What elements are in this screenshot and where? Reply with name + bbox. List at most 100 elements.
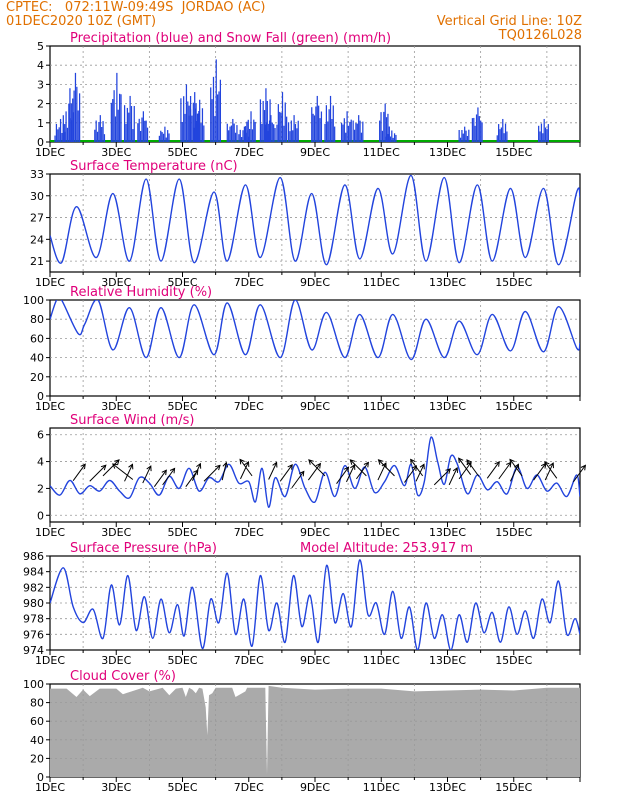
panel-5-xtick-label: 7DEC: [234, 654, 264, 667]
panel-1-precip-bar: [468, 129, 470, 142]
panel-1-precip-bar: [315, 106, 317, 142]
panel-1-precip-bar: [234, 132, 237, 142]
panel-3-xtick-label: 13DEC: [429, 400, 466, 413]
panel-5-xtick-label: 1DEC: [35, 654, 65, 667]
panel-5-ytick-label: 974: [23, 644, 44, 657]
panel-1-ytick-label: 0: [37, 136, 44, 149]
panel-1-precip-bar: [261, 123, 263, 142]
panel-1-precip-bar: [167, 130, 169, 142]
panel-1-precip-bar: [471, 118, 474, 142]
panel-1-precip-bar: [332, 105, 334, 142]
panel-1-precip-bar: [385, 136, 387, 142]
panel-1-precip-bar: [55, 124, 58, 142]
panel-1-precip-bar: [324, 123, 326, 142]
panel-1-precip-bar: [65, 111, 67, 142]
panel-1-precip-bar: [228, 130, 230, 142]
panel-4-xtick-label: 3DEC: [101, 526, 131, 539]
panel-4-wind-arrow: [268, 462, 278, 480]
panel-1-precip-bar: [500, 127, 503, 142]
panel-4-wind-arrow: [153, 469, 167, 487]
panel-1-precip-bar: [478, 116, 480, 142]
panel-1-precip-bar: [58, 127, 60, 142]
panel-2-xtick-label: 15DEC: [495, 276, 532, 289]
panel-1-precip-bar: [268, 120, 271, 142]
panel-1-precip-bar: [232, 118, 234, 142]
panel-1-precip-bar: [210, 87, 212, 142]
panel-1-precip-bar: [334, 126, 336, 142]
panel-4-wind-arrow-head: [308, 459, 314, 465]
panel-1-precip-bar: [243, 126, 246, 142]
panel-4-wind-arrow-head: [350, 463, 356, 470]
panel-1-precip-bar: [219, 79, 222, 142]
panel-4-wind-arrow-head: [410, 458, 416, 465]
panel-1-precip-bar: [461, 130, 463, 142]
panel-1-precip-bar: [331, 119, 333, 142]
panel-1-ytick-label: 1: [37, 117, 44, 130]
panel-1-precip-bar: [340, 122, 343, 142]
panel-4-wind-arrow: [291, 471, 305, 489]
panel-1-precip-bar: [289, 131, 291, 142]
panel-1-precip-bar: [474, 125, 476, 142]
panel-1-precip-bar: [271, 122, 273, 142]
panel-1-precip-bar: [388, 134, 390, 142]
panel-1-precip-bar: [499, 129, 501, 142]
panel-4-wind-arrow: [544, 462, 554, 481]
panel-1-precip-bar: [145, 120, 147, 142]
panel-2-ytick-label: 30: [30, 190, 44, 203]
panel-1-precip-bar: [95, 120, 97, 142]
panel-1-precip-bar: [242, 130, 244, 142]
panel-1-precip-bar: [125, 123, 127, 142]
panel-1-precip-bar: [281, 92, 284, 142]
header-line1-left: CPTEC: 072:11W-09:49S JORDAO (AC): [6, 0, 266, 15]
panel-4-wind-arrow: [533, 463, 547, 481]
panel-1-precip-bar: [196, 120, 198, 142]
panel-3-title: Relative Humidity (%): [70, 285, 212, 300]
panel-2-ytick-label: 24: [30, 233, 44, 246]
panel-1-xtick-label: 9DEC: [300, 146, 330, 159]
panel-2-ytick-label: 33: [30, 168, 44, 181]
panel-1-precip-bar: [158, 135, 161, 142]
panel-6-ytick-label: 20: [30, 752, 44, 765]
panel-4-wind-arrow-head: [100, 464, 107, 471]
panel-1-precip-bar: [215, 59, 217, 142]
panel-4-wind-arrow: [544, 461, 558, 479]
panel-4-wind-arrow: [404, 465, 417, 483]
panel-3-ytick-label: 60: [30, 332, 44, 345]
panel-1-precip-bar: [74, 72, 77, 142]
panel-1-precip-bar: [120, 94, 122, 142]
panel-1-precip-bar: [211, 99, 213, 142]
panel-2-xtick-label: 13DEC: [429, 276, 466, 289]
panel-1-precip-bar: [189, 109, 192, 142]
panel-1-precip-bar: [236, 125, 238, 142]
panel-1-title: Precipitation (blue) and Snow Fall (gree…: [70, 31, 391, 46]
panel-1-precip-bar: [273, 124, 275, 142]
panel-4-wind-arrow-head: [244, 460, 250, 467]
panel-1-precip-bar: [393, 133, 396, 142]
panel-3-xtick-label: 3DEC: [101, 400, 131, 413]
panel-1-precip-bar: [62, 115, 64, 142]
panel-1-precip-bar: [203, 125, 205, 142]
panel-4-wind-arrow: [572, 465, 586, 483]
panel-4-ytick-label: 6: [37, 429, 44, 442]
panel-4-wind-arrow-head: [343, 466, 350, 473]
panel-1-precip-bar: [218, 91, 220, 142]
panel-3-xtick-label: 1DEC: [35, 400, 65, 413]
panel-4-wind-arrow-head: [111, 463, 118, 469]
panel-1-precip-bar: [244, 126, 247, 142]
panel-4-xtick-label: 5DEC: [167, 526, 197, 539]
panel-6-ytick-label: 100: [23, 678, 44, 691]
panel-1-precip-bar: [543, 118, 545, 142]
panel-4-xtick-label: 11DEC: [363, 526, 400, 539]
panel-4-wind-arrow: [89, 464, 107, 482]
panel-4-wind-arrow: [279, 464, 293, 482]
panel-4-wind-arrow: [336, 466, 349, 484]
panel-1-precip-bar: [392, 137, 394, 142]
panel-1-precip-bar: [64, 124, 66, 142]
panel-2-xtick-label: 9DEC: [300, 276, 330, 289]
panel-1-precip-bar: [253, 119, 255, 142]
panel-1-precip-bar: [138, 118, 140, 142]
panel-1-precip-bar: [294, 124, 297, 142]
panel-4-wind-arrow-head: [161, 469, 167, 476]
panel-1-precip-bar: [502, 118, 504, 142]
panel-1-precip-bar: [349, 121, 351, 142]
